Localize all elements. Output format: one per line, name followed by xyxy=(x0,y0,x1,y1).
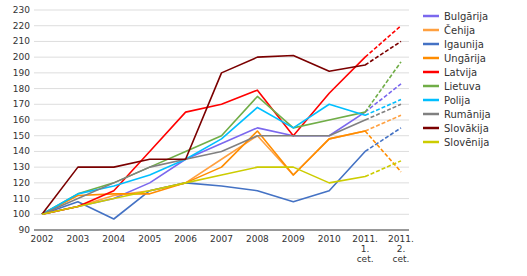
y-tick-label: 180 xyxy=(13,84,30,94)
legend-label: Čehija xyxy=(444,24,475,36)
legend-swatch xyxy=(423,15,439,18)
series-line xyxy=(42,128,401,219)
legend-swatch xyxy=(423,113,439,116)
y-tick-label: 130 xyxy=(13,162,30,172)
grid-line xyxy=(34,88,409,89)
legend-swatch xyxy=(423,57,439,60)
series-line xyxy=(42,131,401,214)
legend-swatch xyxy=(423,85,439,88)
legend-label: Rumānija xyxy=(444,109,491,120)
x-tick-label: 2009 xyxy=(282,234,305,244)
grid-line xyxy=(34,25,409,26)
series-line xyxy=(42,62,401,214)
y-tick-label: 230 xyxy=(13,5,30,15)
grid-line xyxy=(34,41,409,42)
legend-swatch xyxy=(423,29,439,32)
grid-line xyxy=(34,214,409,215)
x-tick-label: 2008 xyxy=(246,234,269,244)
y-tick-label: 160 xyxy=(13,115,30,125)
x-tick-label: 2011.2.cet. xyxy=(388,234,414,264)
y-tick-label: 90 xyxy=(19,225,31,235)
x-tick-label: 2011.1.cet. xyxy=(352,234,378,264)
grid-line xyxy=(34,10,409,11)
grid-line xyxy=(34,198,409,199)
y-tick-label: 120 xyxy=(13,178,30,188)
y-tick-label: 150 xyxy=(13,131,30,141)
legend-label: Lietuva xyxy=(444,81,481,92)
legend-label: Slovēnija xyxy=(444,137,489,148)
series-line xyxy=(42,41,401,214)
series-line xyxy=(42,161,401,214)
y-tick-label: 140 xyxy=(13,146,30,156)
y-tick-label: 200 xyxy=(13,52,30,62)
grid xyxy=(34,10,409,230)
plot-area xyxy=(42,26,401,219)
x-tick-label: 2004 xyxy=(102,234,125,244)
chart: 90 100 110 120 130 140 150 160 170 180 190 200 210 22… xyxy=(0,0,527,276)
series-line xyxy=(42,84,401,214)
legend-label: Polija xyxy=(444,95,470,106)
legend-swatch xyxy=(423,99,439,102)
y-tick-label: 220 xyxy=(13,21,30,31)
legend-label: Ungārija xyxy=(444,53,486,64)
series-line xyxy=(42,100,401,215)
x-tick-label: 2010 xyxy=(318,234,341,244)
x-tick-label: 2003 xyxy=(66,234,89,244)
x-tick-label: 2006 xyxy=(174,234,197,244)
legend-swatch xyxy=(423,71,439,74)
legend-swatch xyxy=(423,43,439,46)
legend-label: Slovākija xyxy=(444,123,489,134)
y-tick-label: 110 xyxy=(13,194,30,204)
series-line xyxy=(42,104,401,214)
legend-label: Igaunija xyxy=(444,39,484,50)
y-tick-label: 190 xyxy=(13,68,30,78)
legend-label: Bulgārija xyxy=(444,11,488,22)
x-axis xyxy=(34,230,409,231)
grid-line xyxy=(34,182,409,183)
x-tick-label: 2002 xyxy=(31,234,54,244)
y-tick-label: 210 xyxy=(13,36,30,46)
legend-swatch xyxy=(423,141,439,144)
legend: Bulgārija Čehija Igaunija Ungārija Latvija Li… xyxy=(423,11,491,148)
x-tick-label: 2005 xyxy=(138,234,161,244)
y-tick-label: 100 xyxy=(13,209,30,219)
legend-label: Latvija xyxy=(444,67,477,78)
legend-swatch xyxy=(423,127,439,130)
grid-line xyxy=(34,57,409,58)
grid-line xyxy=(34,230,409,231)
series-line xyxy=(42,26,401,215)
y-tick-label: 170 xyxy=(13,99,30,109)
x-tick-label: 2007 xyxy=(210,234,233,244)
